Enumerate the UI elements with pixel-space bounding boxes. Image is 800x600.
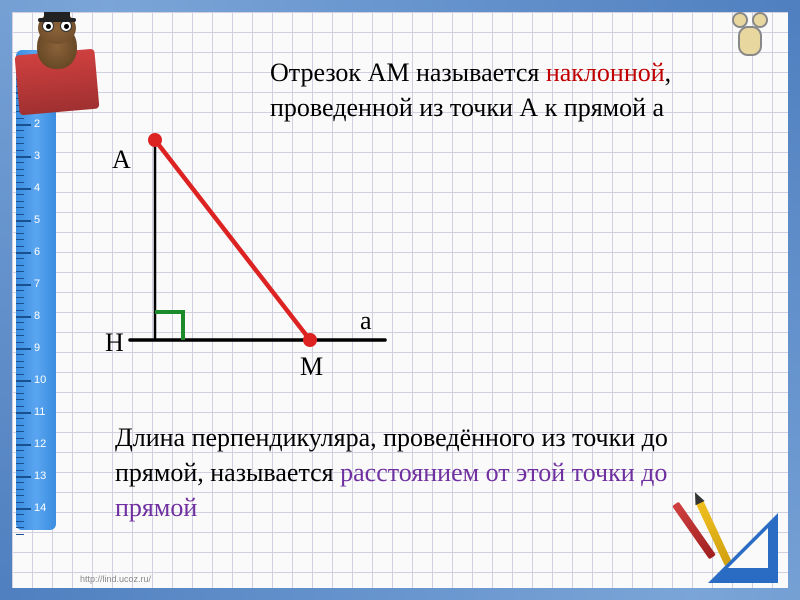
- label-line-a: а: [360, 306, 372, 336]
- label-point-m: М: [300, 352, 323, 382]
- tools-decoration: [648, 478, 788, 588]
- label-point-a: А: [112, 145, 131, 175]
- point-a: [148, 133, 162, 147]
- url-footer: http://lind.ucoz.ru/: [80, 574, 151, 584]
- label-point-h: Н: [105, 328, 124, 358]
- geometry-diagram: А Н М а: [100, 110, 400, 390]
- owl-decoration: [12, 12, 102, 132]
- highlight-oblique: наклонной: [546, 58, 665, 87]
- point-m: [303, 333, 317, 347]
- top-right-decoration: [730, 12, 770, 62]
- text-part: Отрезок АМ называется: [270, 58, 546, 87]
